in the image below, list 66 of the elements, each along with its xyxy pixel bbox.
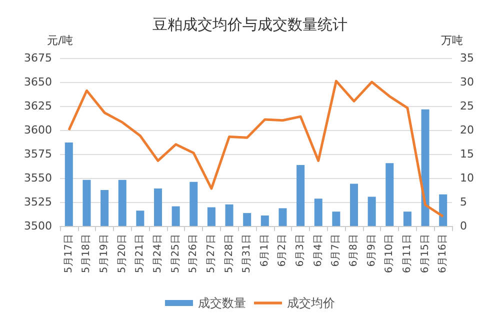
y-tick-label: 3550 (24, 172, 52, 184)
x-tick-label: 6月15日 (420, 234, 431, 274)
y2-tick-label: 5 (460, 196, 467, 208)
line-series (68, 80, 444, 218)
bar (64, 142, 73, 226)
y2-tick-label: 30 (460, 76, 474, 88)
x-tick-label: 5月17日 (63, 234, 74, 274)
bar (225, 204, 234, 226)
bar (260, 215, 269, 226)
y-tick-label: 3575 (24, 148, 52, 160)
y2-tick-label: 15 (460, 148, 474, 160)
y-tick-label: 3625 (24, 100, 52, 112)
y-axis-title: 元/吨 (47, 34, 73, 47)
legend-label: 成交数量 (198, 296, 246, 310)
bar (207, 207, 216, 226)
y2-tick-label: 0 (460, 220, 467, 232)
bar (100, 190, 109, 226)
bar (421, 109, 430, 226)
bar (296, 165, 305, 226)
x-tick-label: 6月10日 (384, 234, 396, 274)
x-tick-label: 5月25日 (170, 234, 182, 274)
x-tick-label: 5月20日 (116, 234, 128, 274)
bar (243, 213, 252, 226)
x-tick-label: 6月3日 (295, 234, 306, 267)
chart-title: 豆粕成交均价与成交数量统计 (152, 16, 348, 34)
x-tick-label: 6月11日 (402, 234, 413, 274)
x-tick-label: 5月31日 (242, 234, 253, 274)
bar (190, 182, 198, 226)
x-tick-label: 6月8日 (348, 234, 360, 267)
legend-label: 成交均价 (287, 296, 335, 310)
bar (386, 163, 394, 226)
y-tick-label: 3650 (24, 76, 52, 88)
x-tick-label: 6月16日 (438, 234, 449, 274)
bar (314, 198, 322, 226)
y2-axis-title: 万吨 (441, 34, 463, 47)
x-tick-label: 6月4日 (312, 234, 324, 267)
bar (136, 210, 144, 226)
x-tick-label: 5月28日 (224, 234, 235, 274)
bar (118, 180, 126, 226)
bar (154, 188, 162, 226)
x-tick-label: 5月26日 (188, 234, 200, 274)
y2-tick-label: 20 (460, 124, 474, 136)
y2-tick-label: 35 (460, 52, 474, 64)
bar (368, 196, 376, 226)
bar (350, 184, 358, 226)
x-tick-label: 6月1日 (259, 234, 270, 267)
y-tick-label: 3500 (24, 220, 52, 232)
y-tick-label: 3675 (24, 52, 52, 64)
bar (332, 212, 340, 226)
y-tick-label: 3525 (24, 196, 52, 208)
x-tick-label: 6月7日 (330, 234, 342, 267)
x-tick-label: 6月9日 (366, 234, 378, 267)
y2-tick-label: 10 (460, 172, 474, 184)
bar (172, 206, 180, 226)
bar (439, 194, 448, 226)
bar (403, 212, 412, 226)
x-tick-label: 6月2日 (277, 234, 288, 267)
x-tick-label: 5月27日 (206, 234, 217, 274)
x-tick-label: 5月18日 (81, 234, 92, 274)
y2-tick-label: 25 (460, 100, 474, 112)
x-tick-label: 5月21日 (134, 234, 146, 274)
x-tick-label: 5月24日 (152, 234, 164, 274)
bar (278, 208, 287, 226)
bar (82, 180, 91, 226)
y-tick-label: 3600 (24, 124, 52, 136)
x-tick-label: 5月19日 (99, 234, 110, 274)
